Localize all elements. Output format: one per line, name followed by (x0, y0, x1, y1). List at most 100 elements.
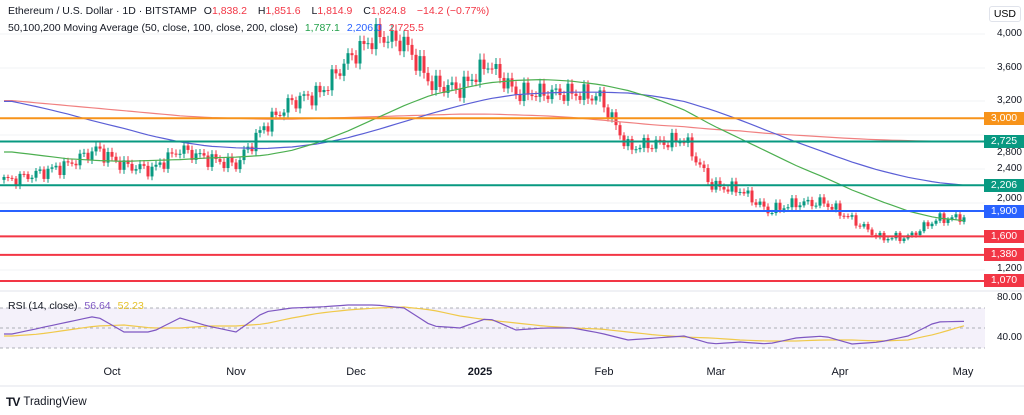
candle-body (350, 53, 354, 56)
candle-body (910, 232, 914, 236)
candle-body (702, 164, 706, 169)
tradingview-logo-icon: TV (6, 395, 20, 409)
candle-body (218, 159, 222, 162)
candle-body (318, 85, 322, 93)
price-tick: 4,000 (996, 28, 1022, 39)
candle-body (202, 153, 206, 156)
rsi-line (4, 304, 965, 345)
candle-body (866, 224, 870, 230)
level-tag: 1,600 (984, 229, 1024, 243)
candle-body (826, 203, 830, 207)
candle-body (66, 161, 70, 163)
candle-body (262, 126, 266, 131)
candle-body (630, 139, 634, 150)
ma100-value: 2,206.0 (346, 22, 382, 34)
candle-body (854, 215, 858, 226)
candle-body (46, 168, 50, 179)
candle-body (878, 232, 882, 238)
tradingview-logo[interactable]: TV TradingView (6, 395, 87, 409)
candle-body (234, 162, 238, 170)
candle-body (438, 75, 442, 87)
candle-body (946, 219, 950, 223)
time-label: Dec (346, 366, 366, 378)
candle-body (282, 112, 286, 116)
candle-body (102, 148, 106, 163)
candle-body (558, 88, 562, 96)
candle-body (914, 232, 918, 236)
candle-body (814, 205, 818, 207)
candle-body (934, 220, 938, 224)
high-label: H (257, 5, 266, 17)
candle-body (774, 202, 778, 214)
time-label: Apr (831, 366, 849, 378)
candle-body (390, 30, 394, 42)
time-label: Oct (103, 366, 121, 378)
candle-body (62, 161, 66, 176)
candle-body (698, 162, 702, 165)
time-label: May (952, 366, 974, 378)
candle-body (354, 55, 358, 64)
open-label: O (203, 5, 212, 17)
candle-body (398, 40, 402, 52)
rsi-label: RSI (14, close) (8, 300, 78, 312)
candle-body (362, 41, 366, 44)
candle-body (346, 53, 350, 64)
candle-body (342, 63, 346, 76)
candle-body (782, 208, 786, 210)
brand-name: TradingView (23, 396, 87, 408)
candle-body (646, 137, 650, 149)
candle-body (470, 79, 474, 82)
candle-body (850, 215, 854, 217)
candle-body (886, 238, 890, 241)
ma50-line (4, 78, 965, 222)
candle-body (754, 202, 758, 205)
candle-body (474, 79, 478, 82)
candle-body (130, 163, 134, 171)
open-value: 1,838.2 (211, 5, 247, 17)
candle-body (902, 238, 906, 241)
ma-label: 50,100,200 Moving Average (50, close, 10… (8, 22, 298, 34)
candle-body (402, 36, 406, 52)
rsi-legend[interactable]: RSI (14, close) 56.64 52.23 (8, 300, 148, 312)
candle-body (138, 164, 142, 170)
level-tag: 1,380 (984, 248, 1024, 262)
candle-body (338, 73, 342, 76)
level-tag: 2,725 (984, 134, 1024, 148)
candle-body (266, 126, 270, 132)
ma-legend[interactable]: 50,100,200 Moving Average (50, close, 10… (8, 22, 428, 34)
candle-body (258, 130, 262, 133)
candle-body (522, 82, 526, 102)
candle-body (166, 152, 170, 169)
candle-body (634, 149, 638, 151)
candle-body (574, 93, 578, 96)
candle-body (214, 154, 218, 160)
candle-body (314, 85, 318, 106)
candle-body (662, 140, 666, 145)
candle-body (930, 223, 934, 227)
candle-body (126, 160, 130, 164)
candle-body (18, 173, 22, 186)
candle-body (606, 107, 610, 119)
candle-body (86, 152, 90, 160)
candle-body (726, 189, 730, 192)
low-value: 1,814.9 (317, 5, 353, 17)
candle-body (450, 82, 454, 86)
candle-body (738, 191, 742, 193)
candle-body (422, 56, 426, 73)
candle-body (446, 85, 450, 93)
rsi-value: 56.64 (84, 300, 111, 312)
candle-body (442, 86, 446, 93)
high-value: 1,851.6 (265, 5, 301, 17)
candle-body (238, 160, 242, 170)
candle-body (762, 201, 766, 207)
currency-button[interactable]: USD (988, 6, 1021, 22)
candle-body (954, 214, 958, 218)
level-tag: 3,000 (984, 111, 1024, 125)
candle-body (186, 145, 190, 150)
candle-body (722, 187, 726, 190)
candle-body (58, 165, 62, 176)
candle-body (330, 69, 334, 91)
candle-body (502, 77, 506, 89)
candle-body (122, 160, 126, 170)
